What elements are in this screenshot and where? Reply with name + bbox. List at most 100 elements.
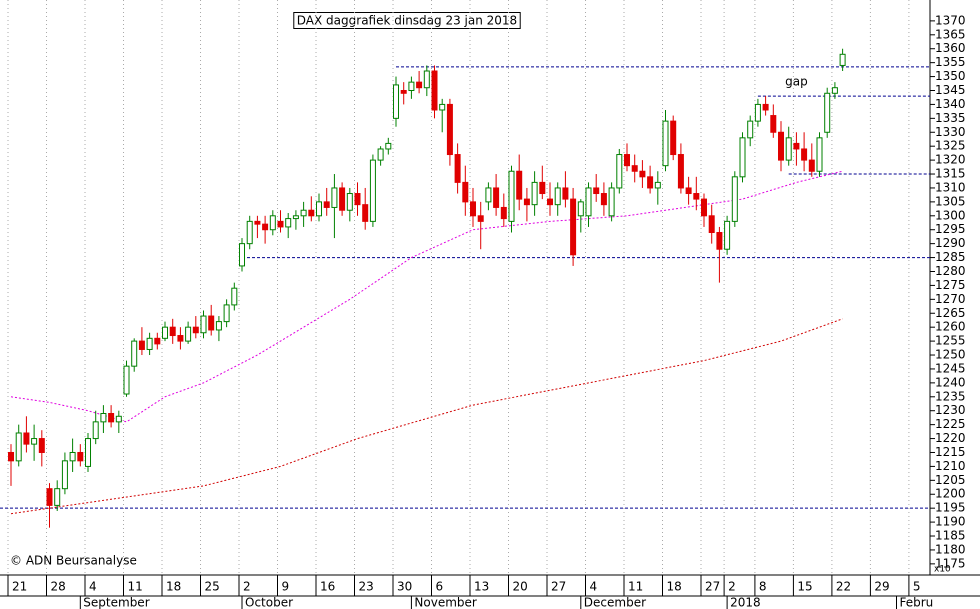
- y-tick-label: 1215: [935, 445, 966, 459]
- x-tick-label: 2: [243, 580, 251, 594]
- x-tick-label: 4: [89, 580, 97, 594]
- x-tick-label: 9: [282, 580, 290, 594]
- candle-body: [254, 220, 261, 225]
- month-label: December: [584, 596, 646, 609]
- y-tick-label: 1240: [935, 375, 966, 389]
- candle-body: [85, 438, 92, 467]
- x-tick-label: 20: [513, 580, 528, 594]
- candle-body: [123, 365, 130, 395]
- candle-body: [323, 201, 330, 208]
- y-tick-label: 1270: [935, 292, 966, 306]
- y-tick-label: 1245: [935, 361, 966, 375]
- candle-body: [177, 335, 184, 342]
- candle-body: [92, 421, 99, 440]
- x-tick-label: 15: [797, 580, 812, 594]
- candle-body: [46, 488, 53, 506]
- y-tick-label: 1370: [935, 13, 966, 27]
- candle-body: [701, 198, 708, 217]
- candle-body: [100, 412, 107, 423]
- y-tick-label: 1335: [935, 111, 966, 125]
- y-tick-label: 1195: [935, 501, 966, 515]
- y-tick-label: 1185: [935, 529, 966, 543]
- candle-body: [154, 337, 161, 345]
- y-tick-label: 1350: [935, 69, 966, 83]
- candle-body: [169, 326, 176, 337]
- candle-body: [708, 215, 715, 234]
- candle-body: [108, 412, 115, 423]
- candle-body: [724, 220, 731, 250]
- candle-body: [246, 220, 253, 245]
- candle-body: [77, 451, 84, 462]
- candle-body: [685, 187, 692, 195]
- candle-body: [316, 201, 323, 217]
- candle-body: [793, 142, 800, 150]
- y-tick-label: 1320: [935, 153, 966, 167]
- x-tick-label: 2: [728, 580, 736, 594]
- candle-body: [369, 159, 376, 222]
- candle-body: [670, 120, 677, 156]
- candle-body: [431, 70, 438, 111]
- candle-body: [808, 159, 815, 172]
- y-tick-label: 1265: [935, 306, 966, 320]
- x-tick-label: 4: [590, 580, 598, 594]
- y-tick-label: 1260: [935, 320, 966, 334]
- candle-body: [69, 451, 76, 462]
- y-tick-label: 1250: [935, 348, 966, 362]
- candle-body: [15, 432, 22, 462]
- candle-body: [539, 181, 546, 195]
- y-tick-label: 1175: [935, 556, 966, 570]
- candle-body: [223, 304, 230, 323]
- candle-body: [277, 220, 284, 228]
- candle-body: [778, 131, 785, 161]
- candle-body: [816, 137, 823, 172]
- moving-average: [10, 318, 843, 515]
- candle-body: [400, 89, 407, 94]
- x-tick-label: 30: [397, 580, 412, 594]
- x-tick-label: 11: [128, 580, 143, 594]
- x-tick-label: 27: [705, 580, 720, 594]
- candle-body: [631, 165, 638, 172]
- candle-body: [608, 187, 615, 217]
- candle-body: [208, 315, 215, 331]
- candle-body: [470, 201, 477, 217]
- candle-body: [23, 432, 30, 445]
- candle-body: [585, 187, 592, 217]
- x-tick-label: 18: [667, 580, 682, 594]
- x-tick-label: 27: [551, 580, 566, 594]
- y-tick-label: 1325: [935, 139, 966, 153]
- candle-body: [262, 223, 269, 231]
- candle-body: [292, 215, 299, 220]
- candle-body: [562, 187, 569, 200]
- candle-body: [362, 204, 369, 222]
- x-tick-label: 29: [874, 580, 889, 594]
- title-box: [293, 12, 521, 29]
- candle-body: [192, 326, 199, 334]
- y-tick-label: 1295: [935, 222, 966, 236]
- candle-body: [747, 120, 754, 139]
- candle-body: [269, 215, 276, 231]
- candle-body: [61, 460, 68, 490]
- y-tick-label: 1255: [935, 334, 966, 348]
- y-tick-label: 1285: [935, 250, 966, 264]
- candle-body: [531, 181, 538, 206]
- candle-body: [215, 321, 222, 331]
- candle-body: [547, 198, 554, 206]
- y-tick-label: 1275: [935, 278, 966, 292]
- month-label: October: [245, 596, 293, 609]
- candle-body: [485, 187, 492, 203]
- chart-title: DAX daggrafiek dinsdag 23 jan 2018: [297, 14, 517, 28]
- candle-body: [346, 193, 353, 211]
- candle-body: [677, 154, 684, 189]
- x-tick-label: 6: [436, 580, 444, 594]
- candle-body: [577, 201, 584, 217]
- candle-body: [770, 115, 777, 133]
- candle-body: [593, 187, 600, 195]
- y-tick-label: 1205: [935, 473, 966, 487]
- candle-body: [716, 232, 723, 250]
- candle-body: [762, 103, 769, 111]
- candle-body: [624, 154, 631, 167]
- y-tick-label: 1290: [935, 236, 966, 250]
- candle-body: [523, 198, 530, 206]
- candle-body: [462, 181, 469, 203]
